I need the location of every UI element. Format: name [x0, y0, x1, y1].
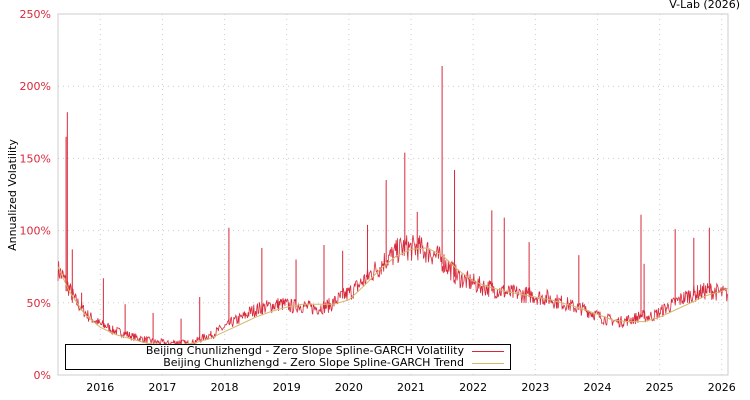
y-tick-label: 100%: [20, 225, 51, 238]
x-tick-label: 2022: [459, 381, 487, 394]
x-tick-label: 2016: [86, 381, 114, 394]
x-tick-label: 2024: [583, 381, 611, 394]
x-tick-label: 2019: [273, 381, 301, 394]
y-tick-label: 150%: [20, 152, 51, 165]
plot-frame: [57, 13, 729, 376]
y-tick-label: 200%: [20, 80, 51, 93]
x-tick-label: 2023: [521, 381, 549, 394]
x-tick-label: 2020: [335, 381, 363, 394]
x-tick-label: 2025: [646, 381, 674, 394]
y-tick-label: 250%: [20, 8, 51, 21]
axes: 0% 50% 100% 150% 200% 250% 2016 2017 2018 2019 202…: [20, 8, 736, 394]
x-tick-label: 2017: [148, 381, 176, 394]
legend-item-trend: Beijing Chunlizhengd - Zero Slope Spline…: [66, 357, 510, 369]
y-tick-label: 0%: [34, 369, 51, 382]
legend-label-volatility: Beijing Chunlizhengd - Zero Slope Spline…: [145, 344, 464, 357]
y-tick-label: 50%: [27, 297, 51, 310]
y-axis-label: Annualized Volatility: [6, 139, 19, 251]
legend-label-trend: Beijing Chunlizhengd - Zero Slope Spline…: [163, 356, 464, 369]
x-tick-label: 2018: [211, 381, 239, 394]
credit-label: V-Lab (2026): [669, 0, 740, 11]
x-tick-label: 2021: [397, 381, 425, 394]
plot-area: [57, 65, 729, 348]
x-tick-label: 2026: [708, 381, 736, 394]
legend-swatch-trend: [472, 362, 504, 364]
legend-swatch-volatility: [472, 350, 504, 352]
legend: Beijing Chunlizhengd - Zero Slope Spline…: [65, 344, 511, 370]
legend-item-volatility: Beijing Chunlizhengd - Zero Slope Spline…: [66, 345, 510, 357]
volatility-line: [57, 235, 728, 348]
